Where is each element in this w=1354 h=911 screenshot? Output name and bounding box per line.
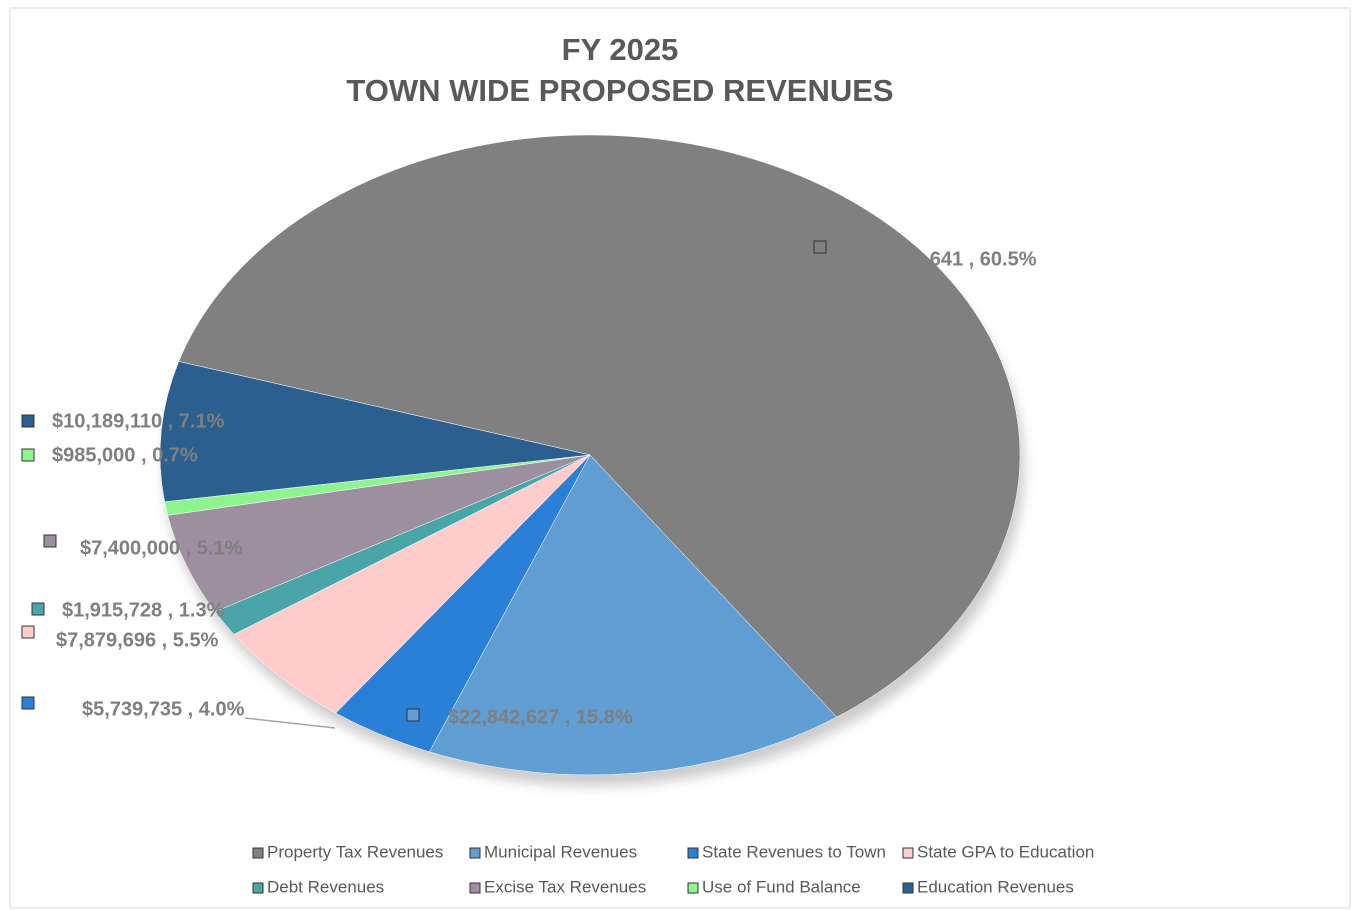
chart-title: FY 2025 [562, 32, 679, 67]
legend-marker [687, 882, 699, 894]
legend-marker [687, 847, 699, 859]
legend-marker [469, 882, 481, 894]
data-label: 87,412,641 , 60.5% [863, 248, 1037, 270]
data-labels: 87,412,641 , 60.5% $22,842,627 , 15.8% $5,… [21, 240, 1037, 728]
legend-marker [902, 882, 914, 894]
legend-label: State GPA to Education [917, 842, 1094, 861]
legend: Property Tax Revenues Municipal Revenues S… [252, 842, 1094, 896]
legend-marker [469, 847, 481, 859]
data-label: $985,000 , 0.7% [52, 444, 198, 466]
legend-label: State Revenues to Town [702, 842, 886, 861]
label-marker [813, 240, 827, 254]
legend-label: Municipal Revenues [484, 842, 637, 861]
label-marker [43, 534, 57, 548]
pie-slice [428, 454, 838, 776]
data-label: $5,739,735 , 4.0% [82, 698, 245, 720]
data-label: $10,189,110 , 7.1% [52, 410, 225, 432]
pie-slice [178, 134, 1021, 718]
label-marker [21, 414, 35, 428]
pie-slice [167, 454, 591, 612]
legend-marker [252, 882, 264, 894]
legend-marker [252, 847, 264, 859]
pie [159, 134, 1021, 776]
label-marker [406, 708, 420, 722]
pie-slice [159, 361, 591, 503]
legend-marker [902, 847, 914, 859]
data-label: $1,915,728 , 1.3% [62, 599, 225, 621]
label-marker [31, 602, 45, 616]
pie-slice [233, 454, 591, 714]
data-label: $7,400,000 , 5.1% [80, 537, 243, 559]
legend-label: Excise Tax Revenues [484, 877, 646, 896]
leader-line [244, 717, 336, 729]
legend-label: Use of Fund Balance [702, 877, 861, 896]
data-label: $7,879,696 , 5.5% [56, 629, 219, 651]
legend-label: Debt Revenues [267, 877, 384, 896]
legend-label: Education Revenues [917, 877, 1074, 896]
legend-label: Property Tax Revenues [267, 842, 443, 861]
data-label: $22,842,627 , 15.8% [448, 706, 633, 728]
label-marker [21, 448, 35, 462]
label-marker [21, 625, 35, 639]
chart-subtitle: TOWN WIDE PROPOSED REVENUES [346, 73, 893, 108]
label-marker [21, 696, 35, 710]
